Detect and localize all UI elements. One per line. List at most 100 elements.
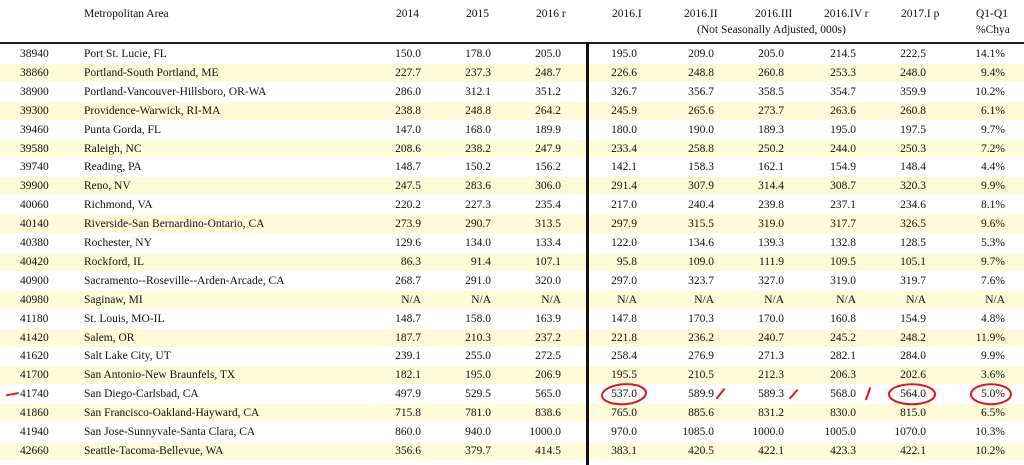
cell-y2016r: 313.5	[535, 218, 561, 231]
cell-q2: 420.5	[688, 444, 714, 457]
cell-q2: 210.5	[688, 369, 714, 382]
cell-q4: 206.3	[830, 369, 856, 382]
cell-y2014: 715.8	[395, 407, 421, 420]
cell-y2016r: 133.4	[535, 237, 561, 249]
cell-y2014: 150.0	[395, 48, 421, 60]
cell-q2: 885.6	[688, 407, 714, 420]
cell-code: 41420	[20, 331, 49, 344]
cell-q1: 326.7	[611, 85, 637, 98]
cell-y2014: 148.7	[395, 161, 421, 174]
cell-q2: 134.6	[688, 237, 714, 249]
cell-area: Seattle-Tacoma-Bellevue, WA	[84, 444, 224, 457]
cell-q2: 356.7	[688, 85, 714, 98]
cell-q1: 195.0	[611, 48, 637, 60]
cell-area: Salt Lake City, UT	[84, 350, 171, 363]
cell-y2014: 497.9	[395, 388, 421, 401]
cell-chg: 9.4%	[981, 66, 1005, 79]
cell-chg: 5.0%	[981, 388, 1005, 401]
cell-y2016r: 237.2	[535, 331, 561, 344]
table-row: 38940 Port St. Lucie, FL 150.0 178.0 205.0 19…	[0, 45, 1024, 63]
cell-q2017: 250.3	[900, 142, 926, 155]
cell-q4: 253.3	[830, 66, 856, 79]
cell-q1: 122.0	[611, 237, 637, 249]
cell-q2017: 248.0	[900, 66, 926, 79]
header-2016-q2: 2016.II	[684, 8, 718, 20]
cell-y2015: 134.0	[465, 237, 491, 249]
cell-q4: N/A	[836, 293, 856, 306]
cell-y2014: 147.0	[395, 123, 421, 136]
table-row: 40900 Sacramento--Roseville--Arden-Arcade…	[0, 272, 1024, 290]
cell-q2017: 564.0	[900, 388, 926, 401]
cell-q2017: 248.2	[900, 331, 926, 344]
cell-code: 38940	[20, 48, 49, 60]
cell-q3: 273.7	[758, 104, 784, 117]
cell-q2017: 128.5	[900, 237, 926, 249]
cell-q2: 307.9	[688, 180, 714, 193]
cell-area: Port St. Lucie, FL	[84, 48, 167, 60]
cell-q1: 383.1	[611, 444, 637, 457]
cell-y2016r: N/A	[541, 293, 561, 306]
cell-y2014: 182.1	[395, 369, 421, 382]
cell-q3: 314.4	[758, 180, 784, 193]
cell-q3: 139.3	[758, 237, 784, 249]
cell-q1: 180.0	[611, 123, 637, 136]
cell-y2015: 158.0	[465, 312, 491, 325]
cell-code: 40380	[20, 237, 49, 249]
cell-y2016r: 306.0	[535, 180, 561, 193]
table-row: 39460 Punta Gorda, FL 147.0 168.0 189.9 180.0…	[0, 121, 1024, 139]
cell-y2015: N/A	[471, 293, 491, 306]
cell-q4: 109.5	[830, 255, 856, 268]
cell-y2014: 268.7	[395, 274, 421, 287]
cell-q2: N/A	[694, 293, 714, 306]
table-row: 41940 San Jose-Sunnyvale-Santa Clara, CA 8…	[0, 423, 1024, 441]
cell-y2016r: 107.1	[535, 255, 561, 268]
cell-y2015: 238.2	[465, 142, 491, 155]
cell-chg: 11.9%	[975, 331, 1005, 344]
cell-q2: 109.0	[688, 255, 714, 268]
cell-y2016r: 264.2	[535, 104, 561, 117]
cell-code: 40900	[20, 274, 49, 287]
cell-q4: 160.8	[830, 312, 856, 325]
cell-q3: 327.0	[758, 274, 784, 287]
cell-chg: 7.6%	[981, 274, 1005, 287]
cell-y2014: 247.5	[395, 180, 421, 193]
cell-chg: 3.6%	[981, 369, 1005, 382]
cell-q2: 258.8	[688, 142, 714, 155]
cell-y2014: 220.2	[395, 199, 421, 212]
cell-y2016r: 189.9	[535, 123, 561, 136]
cell-q3: 260.8	[758, 66, 784, 79]
cell-chg: 9.9%	[981, 350, 1005, 363]
cell-chg: 10.3%	[975, 426, 1005, 438]
cell-q3: 250.2	[758, 142, 784, 155]
cell-q3: 239.8	[758, 199, 784, 212]
cell-q3: N/A	[764, 293, 784, 306]
cell-q3: 319.0	[758, 218, 784, 231]
table-row: 42660 Seattle-Tacoma-Bellevue, WA 356.6 379…	[0, 441, 1024, 460]
cell-code: 41740	[20, 388, 49, 401]
cell-chg: 7.2%	[981, 142, 1005, 155]
cell-q2: 248.8	[688, 66, 714, 79]
table-row: 40060 Richmond, VA 220.2 227.3 235.4 217.0 240…	[0, 196, 1024, 214]
cell-area: San Francisco-Oakland-Hayward, CA	[84, 407, 260, 420]
cell-q1: 195.5	[611, 369, 637, 382]
cell-q2: 236.2	[688, 331, 714, 344]
cell-code: 40420	[20, 255, 49, 268]
cell-chg: 8.1%	[981, 199, 1005, 212]
cell-q1: N/A	[617, 293, 637, 306]
cell-code: 39900	[20, 180, 49, 193]
cell-y2014: 286.0	[395, 85, 421, 98]
cell-code: 40140	[20, 218, 49, 231]
header-2015: 2015	[466, 8, 489, 20]
cell-q2: 170.3	[688, 312, 714, 325]
cell-area: Reading, PA	[84, 161, 142, 174]
cell-q1: 233.4	[611, 142, 637, 155]
cell-q4: 423.3	[830, 444, 856, 457]
cell-y2015: 210.3	[465, 331, 491, 344]
cell-q2017: 197.5	[900, 123, 926, 136]
cell-q4: 1005.0	[824, 426, 856, 438]
table-row: 41420 Salem, OR 187.7 210.3 237.2 221.8 236.2 2…	[0, 328, 1024, 347]
cell-q4: 214.5	[830, 48, 856, 60]
cell-chg: 4.4%	[981, 161, 1005, 174]
cell-code: 39460	[20, 123, 49, 136]
header-2016-q1: 2016.I	[612, 8, 642, 20]
